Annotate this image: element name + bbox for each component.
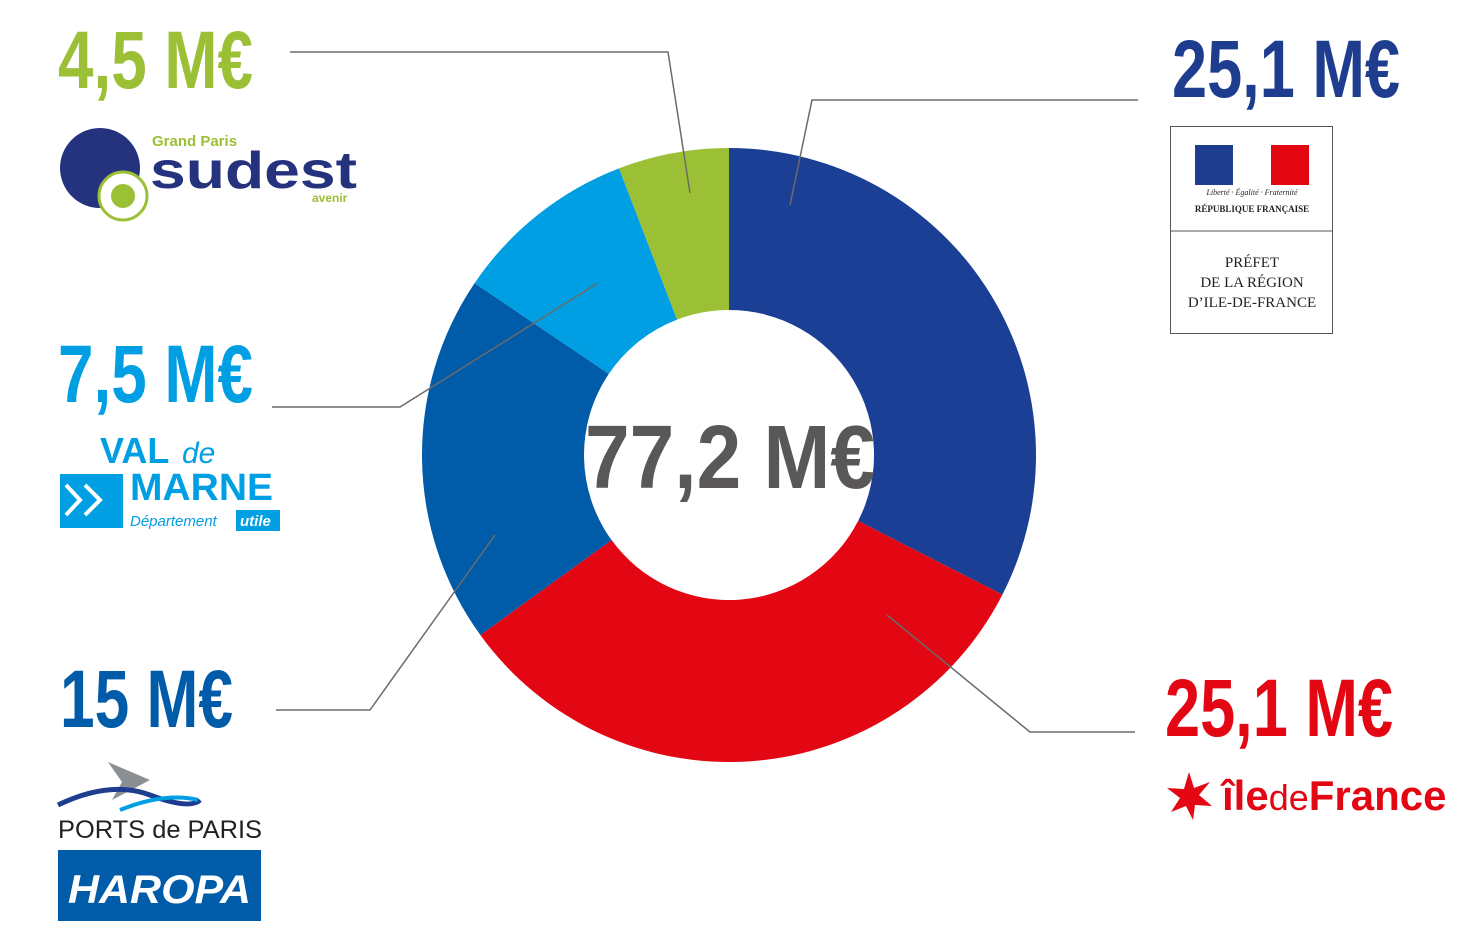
logo-sudest: Grand Paris sudest avenir: [60, 128, 357, 222]
slice: [422, 283, 612, 636]
leader-line: [789, 99, 1138, 206]
flag-white: [1233, 145, 1271, 185]
logo-prefet: Liberté · Égalité · Fraternité RÉPUBLIQU…: [1170, 126, 1333, 334]
leader-line: [886, 614, 1135, 733]
logo-circle: [111, 184, 135, 208]
logo-valdemarne: VAL de MARNE Département utile: [56, 430, 280, 532]
logo-text: D’ILE-DE-FRANCE: [1188, 295, 1316, 311]
logo-star: [1167, 772, 1212, 820]
logo-text: Grand Paris: [152, 133, 237, 150]
leader-line: [272, 282, 599, 408]
logo-iledefrance: îledeFrance: [1167, 772, 1446, 820]
logo-text: Département: [130, 513, 218, 530]
logo-text: HAROPA: [68, 868, 251, 912]
value-label: 4,5 M€: [58, 15, 253, 106]
leader-line: [290, 51, 691, 194]
logo-haropa: PORTS de PARIS HAROPA: [56, 762, 262, 921]
logo-text: sudest: [150, 142, 357, 200]
logo-text: de: [182, 437, 215, 470]
donut: [422, 148, 1036, 763]
value-label: 15 M€: [60, 654, 233, 745]
logo-text: PORTS de PARIS: [58, 816, 262, 844]
slice: [729, 148, 1036, 595]
logo-text: DE LA RÉGION: [1200, 274, 1303, 291]
flag-red: [1271, 145, 1309, 185]
logo-text: VAL: [100, 430, 169, 471]
slice: [480, 520, 1003, 763]
logo-text: île: [1220, 772, 1269, 819]
logo-text: MARNE: [130, 467, 273, 509]
logo-wave: [119, 795, 199, 812]
leader-line: [276, 534, 496, 711]
logo-text: Liberté · Égalité · Fraternité: [1205, 187, 1298, 197]
logo-box: [58, 850, 261, 921]
logo-box: [236, 510, 280, 531]
slice: [474, 168, 678, 374]
center-label: 77,2 M€: [585, 408, 875, 508]
slice: [619, 148, 729, 320]
logo-text: PRÉFET: [1225, 254, 1279, 271]
logo-text: utile: [240, 513, 271, 530]
logo-mark: [56, 470, 127, 532]
logo-wave: [56, 786, 202, 808]
value-label: 25,1 M€: [1172, 24, 1400, 115]
value-label: 25,1 M€: [1165, 663, 1393, 754]
logo-text: RÉPUBLIQUE FRANÇAISE: [1195, 204, 1309, 214]
flag-blue: [1195, 145, 1233, 185]
logo-text: de: [1269, 777, 1309, 818]
logo-text: îledeFrance: [1220, 772, 1446, 819]
value-label: 7,5 M€: [58, 329, 253, 420]
logo-text: France: [1309, 772, 1447, 819]
logo-text: avenir: [312, 191, 348, 205]
